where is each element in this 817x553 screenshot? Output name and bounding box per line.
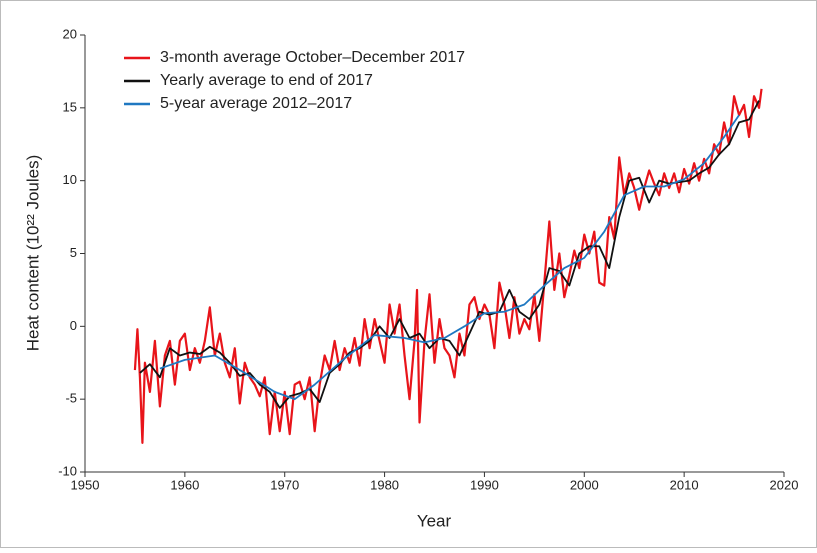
y-tick-label: 10 (63, 172, 77, 187)
y-tick-label: 20 (63, 26, 77, 41)
y-tick-label: 5 (70, 245, 77, 260)
y-tick-label: -10 (58, 463, 77, 478)
series-line (159, 114, 740, 401)
y-axis-title: Heat content (10²² Joules) (23, 155, 42, 352)
x-tick-label: 1950 (71, 477, 100, 492)
legend-label: Yearly average to end of 2017 (160, 72, 373, 89)
x-tick-label: 2010 (670, 477, 699, 492)
x-tick-label: 1960 (170, 477, 199, 492)
legend-label: 5-year average 2012–2017 (160, 95, 352, 112)
y-tick-label: 15 (63, 99, 77, 114)
x-axis-title: Year (417, 511, 452, 530)
legend-label: 3-month average October–December 2017 (160, 49, 465, 66)
x-tick-label: 1990 (470, 477, 499, 492)
x-tick-label: 2020 (770, 477, 799, 492)
y-tick-label: -5 (65, 391, 77, 406)
series-line (139, 100, 760, 409)
series-line (133, 88, 763, 444)
x-tick-label: 1980 (370, 477, 399, 492)
y-tick-label: 0 (70, 318, 77, 333)
x-tick-label: 2000 (570, 477, 599, 492)
x-tick-label: 1970 (270, 477, 299, 492)
